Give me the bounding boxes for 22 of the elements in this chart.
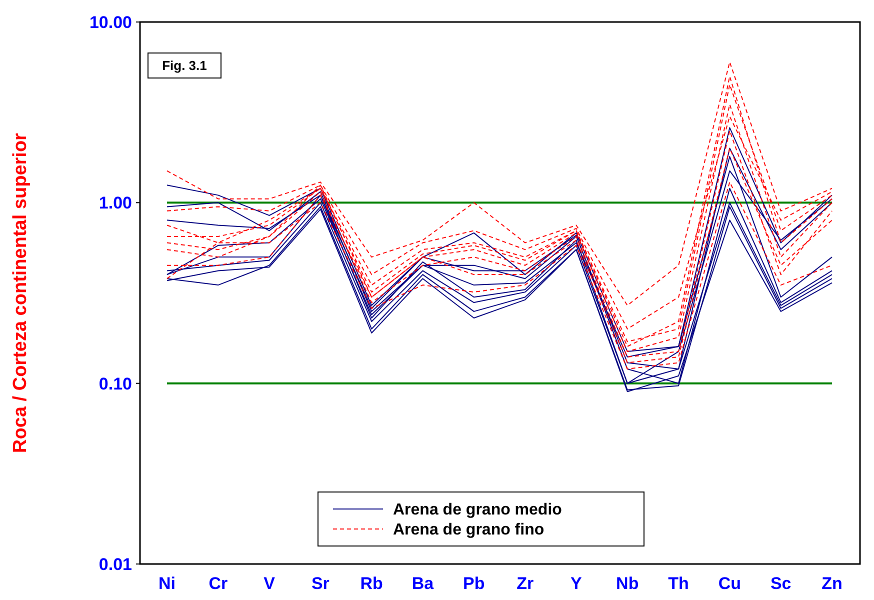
x-tick-label: Cu xyxy=(718,574,742,593)
x-tick-label: Sr xyxy=(311,574,330,593)
y-axis-title: Roca / Corteza continental superior xyxy=(10,132,31,453)
legend-label: Arena de grano medio xyxy=(393,502,562,519)
y-tick-label: 0.01 xyxy=(98,554,132,574)
x-tick-label: Cr xyxy=(208,574,228,593)
y-tick-label: 10.00 xyxy=(89,12,132,32)
legend-label: Arena de grano fino xyxy=(393,522,544,539)
x-tick-label: Th xyxy=(668,574,689,593)
annotation: Fig. 3.1 xyxy=(162,58,207,73)
x-tick-label: Zn xyxy=(822,574,842,593)
x-tick-label: Ba xyxy=(412,574,434,593)
x-tick-label: V xyxy=(264,574,276,593)
y-tick-label: 1.00 xyxy=(98,194,132,213)
x-tick-label: Rb xyxy=(360,574,383,593)
x-tick-label: Sc xyxy=(770,574,792,593)
x-tick-label: Nb xyxy=(616,574,639,593)
x-tick-label: Pb xyxy=(463,574,485,593)
x-tick-label: Y xyxy=(570,574,583,593)
x-tick-label: Ni xyxy=(158,574,176,593)
y-tick-label: 0.10 xyxy=(98,374,132,394)
x-tick-label: Zr xyxy=(516,574,534,593)
